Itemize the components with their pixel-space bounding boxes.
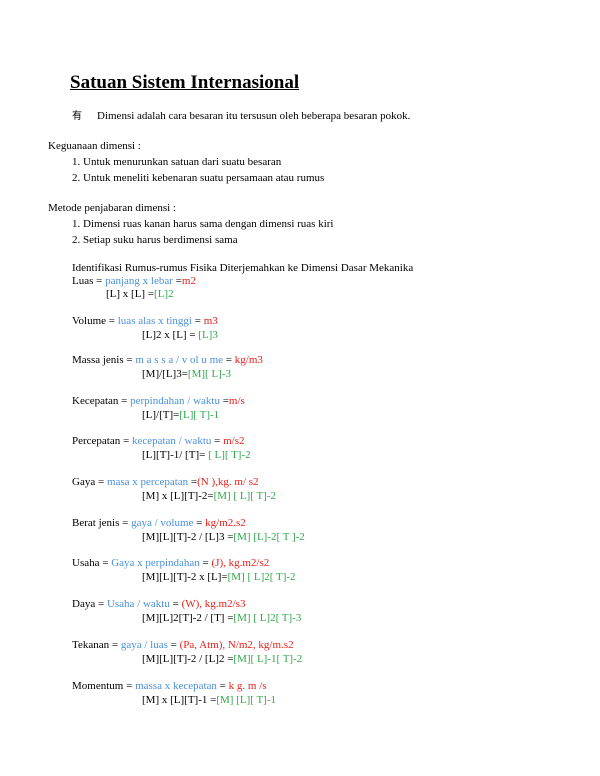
formula-expression: gaya / luas [120, 639, 168, 651]
formula-name: Massa jenis [72, 354, 124, 366]
formula-unit: (N ),kg. m/ s2 [197, 476, 259, 488]
kegunaan-heading: Keguanaan dimensi : [48, 140, 141, 152]
formula-line: Usaha = Gaya x perpindahan = (J), kg.m2/… [72, 557, 270, 569]
dimension-result: [L][ T]-1 [179, 409, 220, 421]
formula-name: Usaha [72, 557, 100, 569]
formula-expression: Gaya x perpindahan [111, 557, 200, 569]
formula-expression: massa x kecepatan [135, 680, 217, 692]
formula-expression: kecepatan / waktu [131, 435, 212, 447]
formula-line: Tekanan = gaya / luas = (Pa, Atm), N/m2,… [72, 639, 294, 651]
dimension-line: [L]/[T]=[L][ T]-1 [142, 409, 220, 421]
kegunaan-item: 1. Untuk menurunkan satuan dari suatu be… [72, 156, 282, 168]
intro-bullet-icon: 有 [72, 111, 82, 122]
formula-unit: kg/m3 [234, 354, 263, 366]
formula-expression: perpindahan / waktu [130, 395, 220, 407]
formula-name: Percepatan [72, 435, 121, 447]
dimension-line: [L][T]-1/ [T]= [ L][ T]-2 [142, 449, 251, 461]
dimension-result: [L]3 [195, 329, 218, 341]
formula-line: Momentum = massa x kecepatan = k g. m /s [72, 680, 267, 692]
metode-heading: Metode penjabaran dimensi : [48, 202, 176, 214]
formula-name: Momentum [72, 680, 124, 692]
formula-unit: m/s2 [223, 435, 245, 447]
formula-expression: panjang x lebar [105, 275, 173, 287]
formula-unit: (Pa, Atm), N/m2, kg/m.s2 [179, 639, 294, 651]
dimension-line: [L] x [L] =[L]2 [106, 288, 174, 300]
identifikasi-heading: Identifikasi Rumus-rumus Fisika Diterjem… [72, 262, 414, 274]
dimension-result: [M] [ L][ T]-2 [213, 490, 276, 502]
dimension-line: [M][L][T]-2 / [L]2 =[M][ L]-1[ T]-2 [142, 653, 303, 665]
dimension-line: [M][L][T]-2 x [L]=[M] [ L]2[ T]-2 [142, 571, 296, 583]
formula-line: Luas = panjang x lebar =m2 [72, 275, 196, 287]
formula-name: Kecepatan [72, 395, 119, 407]
formula-expression: Usaha / waktu [106, 598, 170, 610]
formula-name: Gaya [72, 476, 96, 488]
formula-unit: (J), kg.m2/s2 [211, 557, 270, 569]
dimension-result: [M] [ L]2[ T]-2 [227, 571, 296, 583]
dimension-line: [M]/[L]3=[M][ L]-3 [142, 368, 231, 380]
page-title: Satuan Sistem Internasional [70, 72, 300, 93]
formula-name: Luas [72, 275, 94, 287]
dimension-result: [M] [L][ T]-1 [216, 694, 276, 706]
kegunaan-item: 2. Untuk meneliti kebenaran suatu persam… [72, 172, 325, 184]
formula-unit: m/s [228, 395, 245, 407]
formula-line: Massa jenis = m a s s a / v ol u me = kg… [72, 354, 263, 366]
formula-expression: masa x percepatan [106, 476, 189, 488]
formula-name: Daya [72, 598, 96, 610]
intro-text: Dimensi adalah cara besaran itu tersusun… [97, 110, 411, 122]
formula-line: Kecepatan = perpindahan / waktu =m/s [72, 395, 245, 407]
dimension-result: [L]2 [154, 288, 174, 300]
metode-item: 1. Dimensi ruas kanan harus sama dengan … [72, 218, 334, 230]
formula-expression: luas alas x tinggi [117, 315, 192, 327]
dimension-line: [M] x [L][T]-1 =[M] [L][ T]-1 [142, 694, 276, 706]
dimension-line: [M] x [L][T]-2=[M] [ L][ T]-2 [142, 490, 276, 502]
dimension-result: [M][ L]-3 [187, 368, 231, 380]
formula-unit: m2 [181, 275, 196, 287]
formula-name: Berat jenis [72, 517, 120, 529]
dimension-result: [M] [ L]2[ T]-3 [233, 612, 302, 624]
formula-line: Berat jenis = gaya / volume = kg/m2.s2 [72, 517, 246, 529]
formula-unit: k g. m /s [228, 680, 267, 692]
formula-line: Volume = luas alas x tinggi = m3 [72, 315, 218, 327]
formula-unit: m3 [203, 315, 218, 327]
formula-unit: (W), kg.m2/s3 [181, 598, 246, 610]
dimension-result: [ L][ T]-2 [205, 449, 251, 461]
dimension-result: [M] [L]-2[ T ]-2 [233, 531, 305, 543]
dimension-line: [L]2 x [L] = [L]3 [142, 329, 218, 341]
formula-line: Daya = Usaha / waktu = (W), kg.m2/s3 [72, 598, 246, 610]
formula-expression: m a s s a / v ol u me [135, 354, 224, 366]
formula-name: Tekanan [72, 639, 110, 651]
dimension-line: [M][L][T]-2 / [L]3 =[M] [L]-2[ T ]-2 [142, 531, 305, 543]
formula-expression: gaya / volume [131, 517, 194, 529]
formula-unit: kg/m2.s2 [205, 517, 246, 529]
formula-line: Gaya = masa x percepatan =(N ),kg. m/ s2 [72, 476, 259, 488]
formula-line: Percepatan = kecepatan / waktu = m/s2 [72, 435, 245, 447]
formula-name: Volume [72, 315, 107, 327]
metode-item: 2. Setiap suku harus berdimensi sama [72, 234, 238, 246]
dimension-line: [M][L]2[T]-2 / [T] =[M] [ L]2[ T]-3 [142, 612, 302, 624]
dimension-result: [M][ L]-1[ T]-2 [233, 653, 303, 665]
